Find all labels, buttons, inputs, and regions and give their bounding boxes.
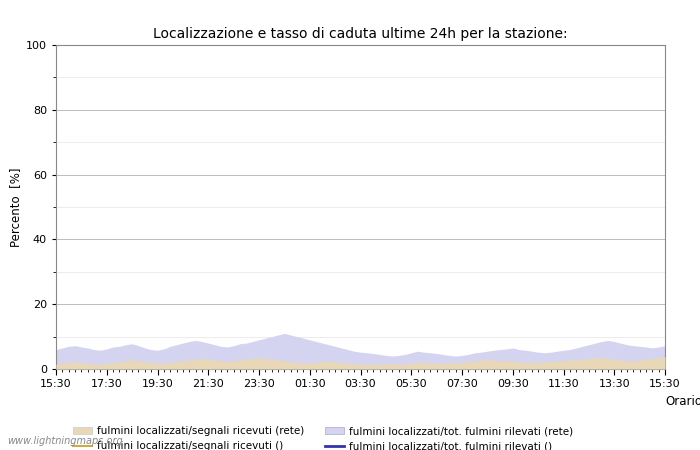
Text: www.lightningmaps.org: www.lightningmaps.org: [7, 436, 122, 446]
Title: Localizzazione e tasso di caduta ultime 24h per la stazione:: Localizzazione e tasso di caduta ultime …: [153, 27, 568, 41]
Y-axis label: Percento  [%]: Percento [%]: [9, 167, 22, 247]
Text: Orario: Orario: [665, 395, 700, 408]
Legend: fulmini localizzati/segnali ricevuti (rete), fulmini localizzati/segnali ricevut: fulmini localizzati/segnali ricevuti (re…: [74, 426, 573, 450]
